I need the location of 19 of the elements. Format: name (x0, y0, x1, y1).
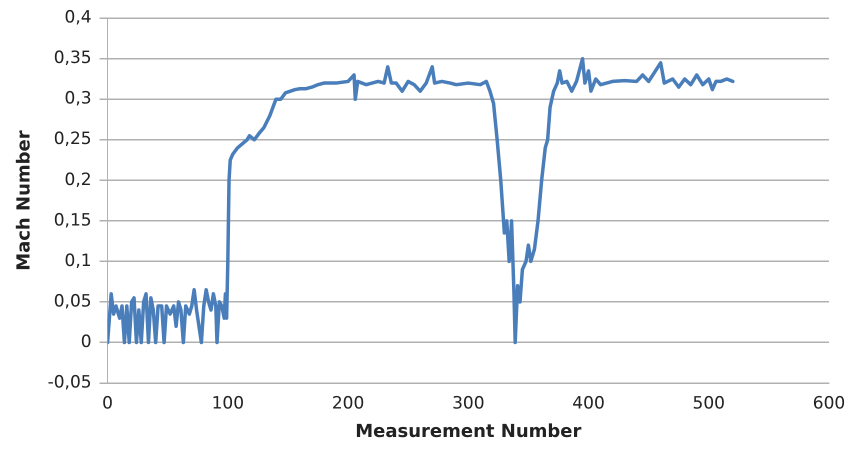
y-tick-label: -0,05 (48, 372, 92, 392)
x-tick-label: 0 (102, 394, 113, 414)
y-tick-label: 0 (80, 332, 92, 352)
y-tick-label: 0,3 (64, 88, 92, 109)
y-tick-label: 0,15 (54, 210, 92, 230)
x-tick-label: 600 (812, 394, 846, 414)
y-tick-label: 0,25 (54, 129, 92, 150)
x-tick-label: 400 (572, 394, 605, 414)
y-tick-label: 0,2 (64, 170, 92, 190)
y-tick-label: 0,35 (54, 48, 92, 68)
y-tick-label: 0,4 (64, 8, 92, 28)
x-tick-label: 100 (212, 394, 244, 414)
x-tick-label: 200 (332, 394, 364, 414)
x-tick-label: 500 (692, 394, 725, 414)
x-axis-title: Measurement Number (355, 420, 582, 442)
x-tick-label: 300 (452, 394, 485, 414)
y-tick-label: 0,05 (54, 291, 92, 312)
y-axis-title: Mach Number (13, 130, 34, 271)
y-tick-label: 0,1 (64, 250, 92, 271)
